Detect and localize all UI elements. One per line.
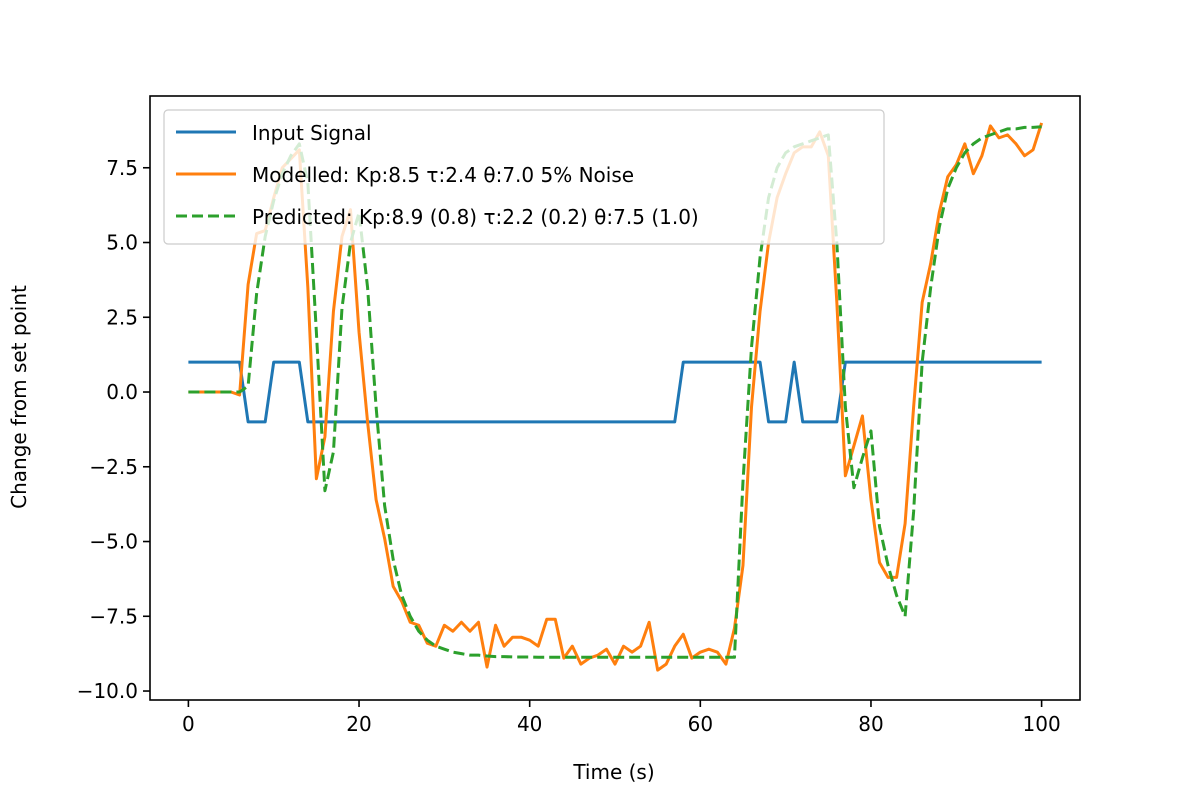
x-tick-label-5: 100: [1023, 712, 1061, 736]
ticks-layer: 0 20 40 60 80 100 −10.0 −7.5 −5.0 −2.5 0.0 2.5 5.0 7.…: [77, 156, 1061, 736]
axes-layer: [149, 95, 1081, 701]
y-tick-label-3: −2.5: [89, 455, 138, 479]
legend-label-modelled: Modelled: Kp:8.5 τ:2.4 θ:7.0 5% Noise: [252, 163, 634, 187]
legend-label-predicted: Predicted: Kp:8.9 (0.8) τ:2.2 (0.2) θ:7.…: [252, 205, 699, 229]
y-tick-label-0: −10.0: [77, 679, 138, 703]
series-line-1: [188, 122, 1044, 672]
series-line-0: [188, 360, 1042, 424]
y-tick-label-2: −5.0: [89, 530, 138, 554]
y-tick-label-7: 7.5: [106, 156, 138, 180]
y-tick-label-1: −7.5: [89, 604, 138, 628]
legend: Input Signal Modelled: Kp:8.5 τ:2.4 θ:7.…: [163, 109, 885, 245]
x-axis-title: Time (s): [572, 760, 654, 784]
series-layer: [188, 122, 1044, 672]
plot-frame: [149, 95, 1081, 701]
x-tick-label-3: 60: [688, 712, 713, 736]
y-tick-label-4: 0.0: [106, 380, 138, 404]
x-tick-label-0: 0: [182, 712, 195, 736]
y-tick-label-6: 5.0: [106, 231, 138, 255]
series-line-2: [188, 125, 1042, 659]
y-axis-title: Change from set point: [7, 285, 31, 509]
x-tick-label-1: 20: [346, 712, 371, 736]
x-tick-label-2: 40: [517, 712, 542, 736]
legend-label-input-signal: Input Signal: [252, 121, 372, 145]
x-tick-label-4: 80: [858, 712, 883, 736]
legend-box: [163, 109, 885, 245]
y-tick-label-5: 2.5: [106, 305, 138, 329]
